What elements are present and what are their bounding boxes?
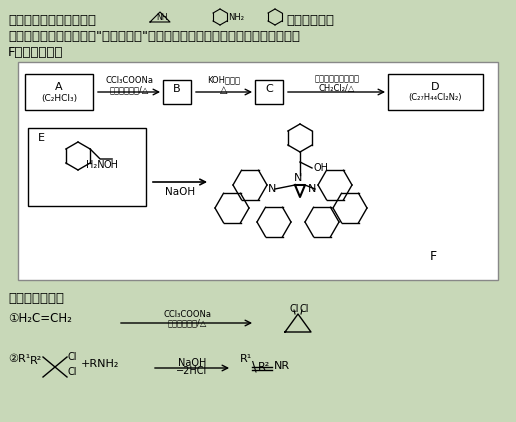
Text: (C₂HCl₃): (C₂HCl₃) <box>41 94 77 103</box>
Text: Cl: Cl <box>290 304 299 314</box>
Text: +RNH₂: +RNH₂ <box>81 359 119 369</box>
Text: NH: NH <box>156 13 168 22</box>
FancyBboxPatch shape <box>388 74 483 110</box>
Text: R¹: R¹ <box>240 354 252 364</box>
Text: 乙二醇二甲醚/△: 乙二醇二甲醚/△ <box>167 318 207 327</box>
Text: C: C <box>265 84 273 94</box>
Text: NaOH: NaOH <box>178 358 206 368</box>
Text: CCl₃COONa: CCl₃COONa <box>105 76 153 85</box>
Text: ①H₂C=CH₂: ①H₂C=CH₂ <box>8 312 72 325</box>
Text: 有机碱，例如二甲基胺（: 有机碱，例如二甲基胺（ <box>8 14 96 27</box>
Text: Cl: Cl <box>67 352 76 362</box>
FancyBboxPatch shape <box>25 74 93 110</box>
Text: A: A <box>55 82 63 92</box>
Text: 已知如下信息：: 已知如下信息： <box>8 292 64 305</box>
Text: \: \ <box>252 359 261 373</box>
Text: KOH醇溶液: KOH醇溶液 <box>207 75 240 84</box>
Text: ②R¹: ②R¹ <box>8 354 30 364</box>
Text: 合成中应用很普遍，目前"有机超强碱"的研究越来越受到关注，以下为有机超强碱: 合成中应用很普遍，目前"有机超强碱"的研究越来越受到关注，以下为有机超强碱 <box>8 30 300 43</box>
Text: −2HCl: −2HCl <box>176 366 207 376</box>
Text: 二环己基胺（过量）: 二环己基胺（过量） <box>314 74 360 83</box>
Text: NR: NR <box>274 361 290 371</box>
FancyBboxPatch shape <box>28 128 146 206</box>
Text: △: △ <box>220 85 228 95</box>
Text: F: F <box>430 250 437 263</box>
Text: (C₂₇H₄₄Cl₂N₂): (C₂₇H₄₄Cl₂N₂) <box>408 93 462 102</box>
Text: 乙二醇二甲醚/△: 乙二醇二甲醚/△ <box>109 85 149 94</box>
Text: H₂N: H₂N <box>86 160 105 170</box>
FancyBboxPatch shape <box>255 80 283 104</box>
FancyBboxPatch shape <box>163 80 191 104</box>
Text: OH: OH <box>314 163 329 173</box>
Text: ）等，在有机: ）等，在有机 <box>286 14 334 27</box>
Text: CCl₃COONa: CCl₃COONa <box>163 310 211 319</box>
Text: NaOH: NaOH <box>165 187 195 197</box>
Text: Cl: Cl <box>67 367 76 377</box>
Text: E: E <box>38 133 45 143</box>
Text: N: N <box>294 173 302 183</box>
Text: B: B <box>173 84 181 94</box>
Text: R²: R² <box>258 362 270 372</box>
Text: R²: R² <box>30 356 42 366</box>
FancyBboxPatch shape <box>18 62 498 280</box>
Text: CH₂Cl₂/△: CH₂Cl₂/△ <box>319 84 355 93</box>
Text: NH₂: NH₂ <box>228 13 244 22</box>
Text: OH: OH <box>103 160 118 170</box>
Text: F的合成路线：: F的合成路线： <box>8 46 63 59</box>
Text: N: N <box>308 184 316 194</box>
Text: N: N <box>268 184 277 194</box>
Text: D: D <box>431 82 439 92</box>
Text: Cl: Cl <box>300 304 310 314</box>
